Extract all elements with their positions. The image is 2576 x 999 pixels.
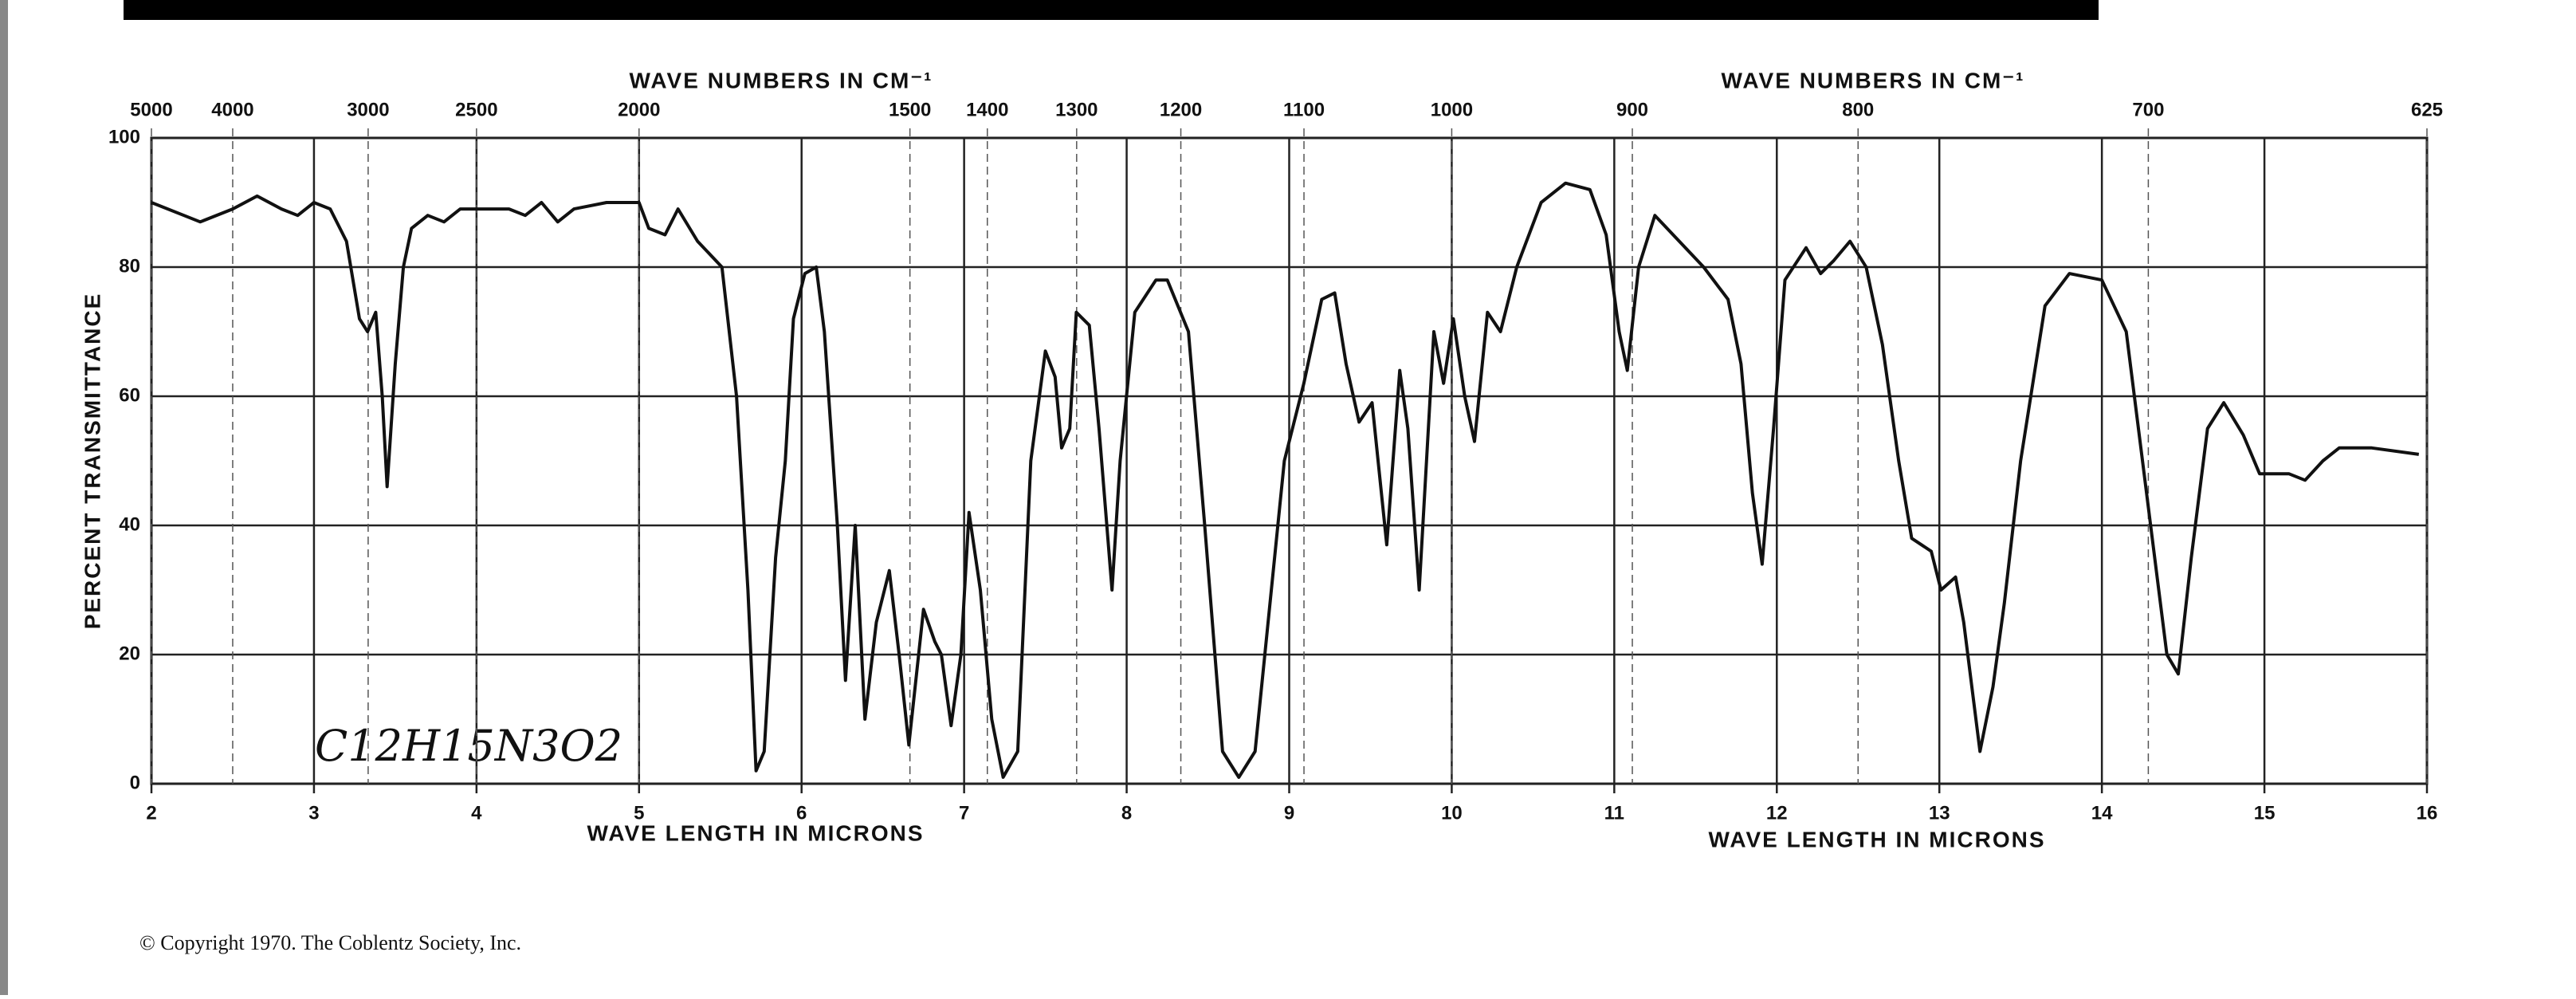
x2-tick-label: 625 (2411, 99, 2443, 120)
x2-axis-label: WAVE NUMBERS IN CM⁻¹ (1722, 68, 2025, 92)
x2-tick-label: 1400 (966, 99, 1008, 120)
x-tick-label: 4 (471, 802, 482, 824)
x-axis-label: WAVE LENGTH IN MICRONS (1708, 827, 2045, 852)
y-tick-label: 60 (119, 384, 140, 406)
x2-tick-label: 2000 (618, 99, 660, 120)
x2-tick-label: 3000 (347, 99, 389, 120)
y-tick-label: 0 (130, 772, 140, 793)
y-tick-label: 80 (119, 255, 140, 277)
y-tick-label: 40 (119, 513, 140, 535)
x2-tick-label: 1000 (1431, 99, 1473, 120)
x-tick-label: 13 (1929, 802, 1950, 824)
spectrum-line (151, 181, 2420, 779)
x-tick-label: 6 (796, 802, 807, 824)
x-tick-label: 5 (634, 802, 644, 824)
x2-tick-label: 4000 (211, 99, 253, 120)
x2-tick-label: 5000 (130, 99, 172, 120)
x2-tick-label: 1100 (1283, 99, 1325, 120)
y-axis-label: PERCENT TRANSMITTANCE (80, 293, 104, 630)
x-tick-label: 9 (1284, 802, 1294, 824)
x2-tick-label: 2500 (455, 99, 497, 120)
left-edge (0, 0, 8, 995)
x-tick-label: 14 (2091, 802, 2113, 824)
top-bar (124, 0, 2099, 20)
copyright: © Copyright 1970. The Coblentz Society, … (139, 931, 521, 954)
x-tick-label: 2 (146, 802, 156, 824)
x2-tick-label: 1200 (1160, 99, 1202, 120)
x-tick-label: 16 (2417, 802, 2438, 824)
x2-axis-label: WAVE NUMBERS IN CM⁻¹ (630, 68, 933, 92)
x-tick-label: 11 (1604, 802, 1624, 824)
x2-tick-label: 900 (1616, 99, 1648, 120)
x2-tick-label: 700 (2132, 99, 2164, 120)
x-tick-label: 10 (1441, 802, 1463, 824)
x-tick-label: 12 (1766, 802, 1788, 824)
y-tick-label: 100 (108, 126, 140, 147)
x2-tick-label: 1300 (1055, 99, 1098, 120)
annotation: C12H15N3O2 (315, 721, 622, 771)
x2-tick-label: 800 (1842, 99, 1874, 120)
x-tick-label: 3 (308, 802, 319, 824)
x-tick-label: 8 (1121, 802, 1132, 824)
x-tick-label: 15 (2254, 802, 2276, 824)
x-axis-label: WAVE LENGTH IN MICRONS (587, 820, 924, 845)
y-tick-label: 20 (119, 643, 140, 664)
x-tick-label: 7 (959, 802, 969, 824)
x2-tick-label: 1500 (889, 99, 931, 120)
